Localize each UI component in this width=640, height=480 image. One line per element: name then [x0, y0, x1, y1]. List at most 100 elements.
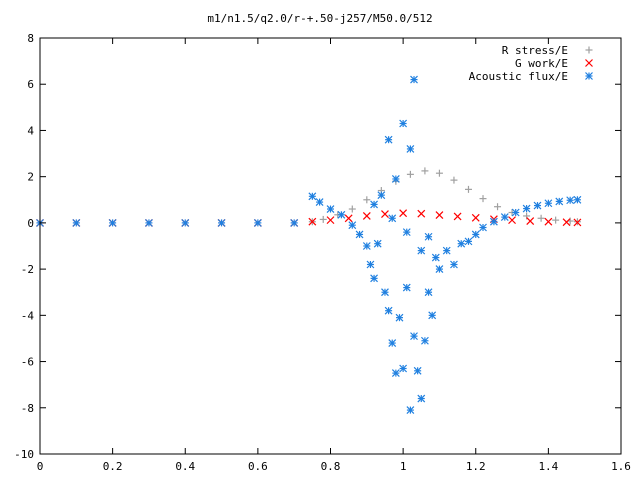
data-point	[315, 198, 324, 207]
data-point	[457, 239, 466, 248]
data-point	[108, 218, 117, 227]
data-point	[399, 364, 408, 373]
data-point	[399, 209, 408, 218]
legend-label: G work/E	[515, 57, 568, 70]
legend-label: Acoustic flux/E	[469, 70, 568, 83]
legend-marker	[585, 59, 593, 67]
y-tick-label: 0	[27, 217, 34, 230]
x-tick-label: 0.8	[321, 460, 341, 473]
series-1	[36, 209, 582, 227]
data-point	[181, 218, 190, 227]
y-tick-label: 2	[27, 171, 34, 184]
data-point	[435, 211, 444, 219]
data-point	[450, 176, 458, 184]
data-point	[319, 215, 327, 223]
data-point	[555, 197, 564, 206]
x-tick-label: 1.6	[611, 460, 631, 473]
data-point	[453, 212, 462, 221]
data-point	[442, 246, 451, 255]
x-tick-label: 0.6	[248, 460, 268, 473]
data-point	[399, 119, 408, 128]
data-point	[526, 217, 535, 225]
x-tick-label: 0.2	[103, 460, 123, 473]
data-point	[217, 218, 226, 227]
data-point	[363, 196, 371, 204]
data-point	[544, 199, 553, 208]
data-point	[562, 218, 571, 227]
data-point	[417, 394, 426, 403]
data-point	[355, 230, 364, 239]
data-point	[290, 218, 299, 227]
data-point	[406, 406, 415, 415]
data-point	[253, 218, 262, 227]
legend-marker	[585, 46, 593, 54]
data-point	[544, 217, 553, 226]
data-point	[406, 145, 415, 153]
data-point	[428, 311, 437, 320]
data-point	[410, 332, 418, 341]
data-point	[391, 369, 400, 378]
data-point	[384, 135, 393, 144]
data-point	[489, 217, 498, 226]
data-point	[362, 242, 371, 250]
data-point	[395, 313, 404, 322]
data-point	[381, 288, 389, 297]
data-point	[308, 217, 317, 226]
x-tick-label: 1.4	[538, 460, 558, 473]
y-tick-label: 4	[27, 124, 34, 137]
data-point	[508, 216, 516, 225]
y-tick-label: 6	[27, 78, 34, 91]
data-point	[424, 288, 433, 297]
data-point	[402, 228, 411, 237]
data-point	[450, 260, 458, 269]
data-point	[410, 75, 418, 84]
y-tick-label: -6	[21, 356, 34, 369]
data-point	[388, 214, 397, 223]
data-point	[348, 221, 357, 230]
data-point	[402, 283, 411, 292]
data-point	[145, 218, 153, 227]
y-tick-label: -10	[14, 448, 34, 461]
data-point	[326, 205, 335, 213]
data-point	[308, 192, 317, 201]
data-point	[417, 209, 426, 218]
data-point	[435, 169, 443, 177]
data-point	[431, 253, 440, 262]
data-point	[370, 200, 378, 209]
y-tick-label: 8	[27, 32, 34, 45]
data-point	[552, 216, 560, 224]
data-point	[424, 232, 433, 241]
data-point	[471, 230, 480, 239]
data-point	[348, 205, 356, 213]
data-point	[537, 214, 545, 222]
data-point	[72, 218, 81, 227]
data-point	[435, 265, 444, 274]
data-point	[384, 306, 393, 315]
series-2	[36, 75, 582, 415]
data-point	[406, 170, 414, 178]
data-point	[337, 210, 346, 219]
data-point	[464, 237, 473, 246]
data-point	[522, 204, 531, 213]
data-point	[420, 336, 429, 345]
data-point	[413, 366, 422, 375]
data-point	[533, 201, 542, 210]
data-point	[479, 223, 487, 232]
x-tick-label: 1	[400, 460, 407, 473]
data-point	[344, 214, 353, 223]
data-point	[391, 175, 400, 183]
data-point	[511, 208, 520, 217]
x-tick-label: 1.2	[466, 460, 486, 473]
data-point	[377, 191, 386, 200]
data-point	[421, 167, 429, 175]
data-point	[500, 213, 509, 222]
data-point	[366, 260, 375, 269]
data-point	[566, 196, 575, 205]
legend-label: R stress/E	[502, 44, 568, 57]
data-point	[573, 218, 582, 227]
y-tick-label: -4	[21, 309, 35, 322]
y-tick-label: -2	[21, 263, 34, 276]
data-point	[362, 212, 371, 220]
data-point	[523, 212, 531, 220]
